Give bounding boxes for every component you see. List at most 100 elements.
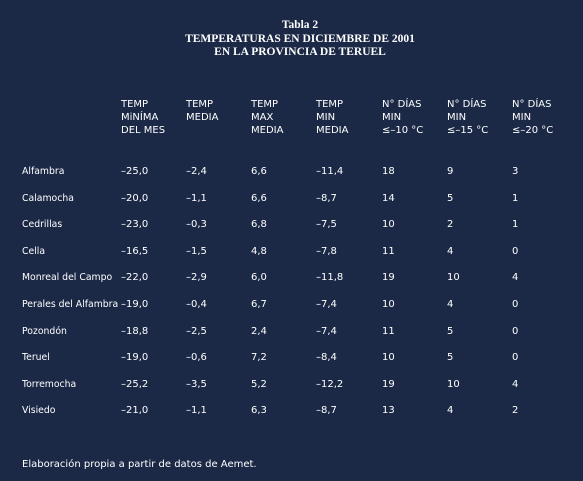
column-header: DEL MES xyxy=(121,125,166,136)
cell: 5 xyxy=(447,352,454,364)
cell: 9 xyxy=(447,166,454,177)
cell: 11 xyxy=(382,245,395,257)
cell: –19,0 xyxy=(121,299,149,310)
title-line: Tabla 2 xyxy=(281,19,319,31)
cell: 5,2 xyxy=(251,378,267,390)
cell: –0,6 xyxy=(186,352,207,364)
cell: 0 xyxy=(512,325,519,337)
footnote: Elaboración propia a partir de datos de … xyxy=(22,459,257,470)
column-header: TEMP xyxy=(251,99,279,110)
row-label: Cella xyxy=(22,245,46,257)
cell: –11,4 xyxy=(316,166,344,177)
cell: –2,4 xyxy=(186,166,207,177)
cell: –2,9 xyxy=(186,272,207,284)
cell: 1 xyxy=(512,192,519,204)
cell: 14 xyxy=(382,192,395,204)
cell: –11,8 xyxy=(316,272,344,284)
cell: –19,0 xyxy=(121,352,149,364)
cell: 19 xyxy=(382,378,395,390)
cell: –1,5 xyxy=(186,245,207,257)
cell: 2,4 xyxy=(251,325,267,337)
row-label: Torremocha xyxy=(22,378,77,390)
row-label: Perales del Alfambra xyxy=(22,299,119,310)
row-label: Teruel xyxy=(22,352,50,364)
cell: –7,5 xyxy=(316,219,337,231)
cell: –18,8 xyxy=(121,325,149,337)
cell: 10 xyxy=(447,378,460,390)
cell: 4 xyxy=(447,299,454,310)
cell: 1 xyxy=(512,219,519,231)
column-header: MEDIA xyxy=(251,125,284,136)
row-label: Calamocha xyxy=(22,192,74,204)
column-header: MIN xyxy=(382,112,402,123)
cell: –7,8 xyxy=(316,245,337,257)
cell: 4 xyxy=(512,272,519,284)
cell: 6,8 xyxy=(251,219,267,231)
cell: –0,3 xyxy=(186,219,207,231)
column-header: ≤–15 °C xyxy=(447,125,489,136)
cell: 3 xyxy=(512,166,519,177)
cell: 4 xyxy=(512,378,519,390)
cell: –7,4 xyxy=(316,299,337,310)
cell: 6,3 xyxy=(251,405,267,417)
cell: 18 xyxy=(382,166,395,177)
cell: –16,5 xyxy=(121,245,149,257)
cell: –0,4 xyxy=(186,299,207,310)
cell: –21,0 xyxy=(121,405,149,417)
column-header: N° DÍAS xyxy=(447,99,487,110)
cell: 10 xyxy=(382,219,395,231)
column-header: MAX xyxy=(251,112,274,123)
column-header: MIN xyxy=(316,112,336,123)
cell: –20,0 xyxy=(121,192,149,204)
column-header: MiNÍMA xyxy=(121,112,159,123)
cell: 0 xyxy=(512,299,519,310)
cell: –7,4 xyxy=(316,325,337,337)
title-line: EN LA PROVINCIA DE TERUEL xyxy=(214,46,386,58)
cell: 0 xyxy=(512,245,519,257)
column-header: TEMP xyxy=(121,99,149,110)
column-header: TEMP xyxy=(186,99,214,110)
cell: –2,5 xyxy=(186,325,207,337)
cell: –3,5 xyxy=(186,378,207,390)
cell: 7,2 xyxy=(251,352,267,364)
cell: 0 xyxy=(512,352,519,364)
cell: –23,0 xyxy=(121,219,149,231)
cell: –8,4 xyxy=(316,352,337,364)
row-label: Pozondón xyxy=(22,325,67,337)
cell: 4 xyxy=(447,245,454,257)
column-header: MIN xyxy=(512,112,532,123)
cell: 10 xyxy=(382,299,395,310)
column-header: N° DÍAS xyxy=(382,99,422,110)
cell: 2 xyxy=(447,219,454,231)
cell: –8,7 xyxy=(316,192,337,204)
row-label: Alfambra xyxy=(22,166,65,177)
cell: –25,0 xyxy=(121,166,149,177)
cell: –12,2 xyxy=(316,378,344,390)
cell: 5 xyxy=(447,192,454,204)
row-label: Monreal del Campo xyxy=(22,272,113,284)
cell: –1,1 xyxy=(186,192,207,204)
cell: 10 xyxy=(447,272,460,284)
cell: 4 xyxy=(447,405,454,417)
title-line: TEMPERATURAS EN DICIEMBRE DE 2001 xyxy=(185,32,415,45)
cell: 6,0 xyxy=(251,272,267,284)
cell: –22,0 xyxy=(121,272,149,284)
cell: –8,7 xyxy=(316,405,337,417)
column-header: ≤–20 °C xyxy=(512,125,554,136)
column-header: MEDIA xyxy=(186,112,219,123)
column-header: ≤–10 °C xyxy=(382,125,424,136)
row-label: Visiedo xyxy=(22,405,56,417)
column-header: TEMP xyxy=(316,99,344,110)
cell: –25,2 xyxy=(121,378,149,390)
cell: 13 xyxy=(382,405,395,417)
cell: –1,1 xyxy=(186,405,207,417)
column-header: MIN xyxy=(447,112,467,123)
column-header: MEDIA xyxy=(316,125,349,136)
cell: 2 xyxy=(512,405,519,417)
cell: 4,8 xyxy=(251,245,267,257)
cell: 10 xyxy=(382,352,395,364)
column-header: N° DÍAS xyxy=(512,99,552,110)
cell: 6,6 xyxy=(251,166,267,177)
cell: 19 xyxy=(382,272,395,284)
